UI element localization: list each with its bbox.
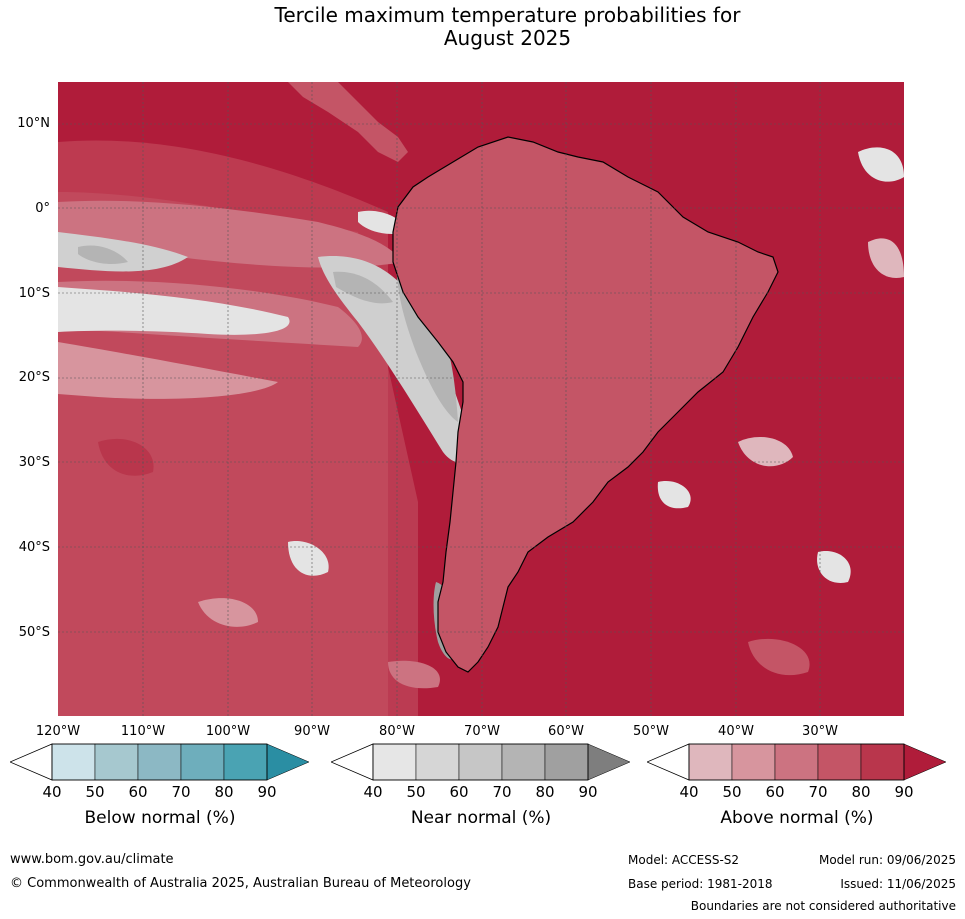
tick-below-50: 50 <box>85 783 105 801</box>
tick-below-40: 40 <box>42 783 62 801</box>
cbar-near-left-extend <box>331 743 374 781</box>
south-patch-2 <box>198 598 258 627</box>
atlantic-patch-2 <box>657 481 691 509</box>
tick-above-40: 40 <box>679 783 699 801</box>
tick-near-70: 70 <box>492 783 512 801</box>
colorbar-above-svg <box>647 743 947 781</box>
footer-disclaimer: Boundaries are not considered authoritat… <box>690 899 956 913</box>
cbar-near-swatch-3 <box>458 743 503 781</box>
title-line-1: Tercile maximum temperature probabilitie… <box>274 3 741 27</box>
lon-label-110w: 110°W <box>120 724 166 739</box>
lon-label-50w: 50°W <box>633 724 669 739</box>
map-svg <box>58 82 904 716</box>
cbar-below-swatch-5 <box>223 743 268 781</box>
coastal-grey-dark <box>333 271 393 304</box>
chart-title: Tercile maximum temperature probabilitie… <box>200 4 815 50</box>
colorbar-near-svg <box>331 743 631 781</box>
cbar-below-swatch-3 <box>137 743 182 781</box>
colorbar-below-svg <box>10 743 310 781</box>
cbar-near-swatch-2 <box>415 743 460 781</box>
tick-near-40: 40 <box>363 783 383 801</box>
lat-label-10n: 10°N <box>17 116 50 131</box>
lat-label-40s: 40°S <box>18 540 50 555</box>
colorbar-title-below: Below normal (%) <box>84 808 236 828</box>
tick-near-90: 90 <box>578 783 598 801</box>
lon-label-80w: 80°W <box>379 724 415 739</box>
cbar-above-swatch-2 <box>731 743 776 781</box>
atlantic-patch-5 <box>868 238 904 278</box>
cbar-below-right-extend <box>266 743 310 781</box>
tick-above-60: 60 <box>765 783 785 801</box>
atlantic-patch-1 <box>738 437 793 467</box>
lon-label-120w: 120°W <box>35 724 81 739</box>
lat-label-30s: 30°S <box>18 455 50 470</box>
cbar-above-swatch-4 <box>817 743 862 781</box>
atlantic-patch-6 <box>748 638 810 676</box>
tick-above-90: 90 <box>894 783 914 801</box>
lat-label-20s: 20°S <box>18 370 50 385</box>
pacific-grey-1 <box>58 232 188 272</box>
south-patch-4 <box>388 660 440 689</box>
lon-label-40w: 40°W <box>718 724 754 739</box>
lat-label-50s: 50°S <box>18 625 50 640</box>
south-patch-1 <box>288 541 329 576</box>
tick-near-80: 80 <box>535 783 555 801</box>
lat-label-10s: 10°S <box>18 286 50 301</box>
footer-url[interactable]: www.bom.gov.au/climate <box>10 852 174 867</box>
central-america <box>288 82 408 162</box>
colorbar-near-normal <box>331 743 631 781</box>
atlantic-patch-3 <box>817 551 851 583</box>
tick-below-80: 80 <box>214 783 234 801</box>
pacific-grey-3 <box>78 245 128 265</box>
footer-copyright: © Commonwealth of Australia 2025, Austra… <box>10 876 471 891</box>
probability-map <box>58 82 904 716</box>
footer-issued: Issued: 11/06/2025 <box>840 877 956 891</box>
cbar-above-swatch-1 <box>688 743 733 781</box>
cbar-near-right-extend <box>587 743 631 781</box>
tick-above-50: 50 <box>722 783 742 801</box>
cbar-near-swatch-4 <box>501 743 546 781</box>
tick-below-70: 70 <box>171 783 191 801</box>
graticule <box>58 82 904 716</box>
cbar-near-swatch-1 <box>372 743 417 781</box>
footer-base-period: Base period: 1981-2018 <box>628 877 773 891</box>
tick-near-60: 60 <box>449 783 469 801</box>
colorbar-below-normal <box>10 743 310 781</box>
cbar-near-swatch-5 <box>544 743 589 781</box>
colorbar-title-above: Above normal (%) <box>720 808 874 828</box>
lon-label-90w: 90°W <box>294 724 330 739</box>
footer-model-run: Model run: 09/06/2025 <box>818 853 956 867</box>
pacific-grey-2 <box>58 287 290 335</box>
cbar-below-swatch-4 <box>180 743 225 781</box>
cbar-below-swatch-2 <box>94 743 139 781</box>
tick-above-80: 80 <box>851 783 871 801</box>
cbar-below-left-extend <box>10 743 53 781</box>
cbar-above-right-extend <box>903 743 947 781</box>
cbar-above-left-extend <box>647 743 690 781</box>
cbar-above-swatch-5 <box>860 743 905 781</box>
colorbar-above-normal <box>647 743 947 781</box>
pacific-streak-c <box>58 342 278 399</box>
cbar-above-swatch-3 <box>774 743 819 781</box>
lon-label-100w: 100°W <box>205 724 251 739</box>
coastal-grey <box>318 256 471 463</box>
lat-label-0: 0° <box>35 201 50 216</box>
footer-model: Model: ACCESS-S2 <box>628 853 740 867</box>
lon-label-60w: 60°W <box>548 724 584 739</box>
title-line-2: August 2025 <box>443 26 572 50</box>
tick-near-50: 50 <box>406 783 426 801</box>
lon-label-70w: 70°W <box>464 724 500 739</box>
atlantic-patch-4 <box>858 147 904 182</box>
tick-below-60: 60 <box>128 783 148 801</box>
tick-below-90: 90 <box>257 783 277 801</box>
tick-above-70: 70 <box>808 783 828 801</box>
lon-label-30w: 30°W <box>802 724 838 739</box>
south-patch-3 <box>98 438 154 476</box>
cbar-below-swatch-1 <box>51 743 96 781</box>
colorbar-title-near: Near normal (%) <box>410 808 552 828</box>
